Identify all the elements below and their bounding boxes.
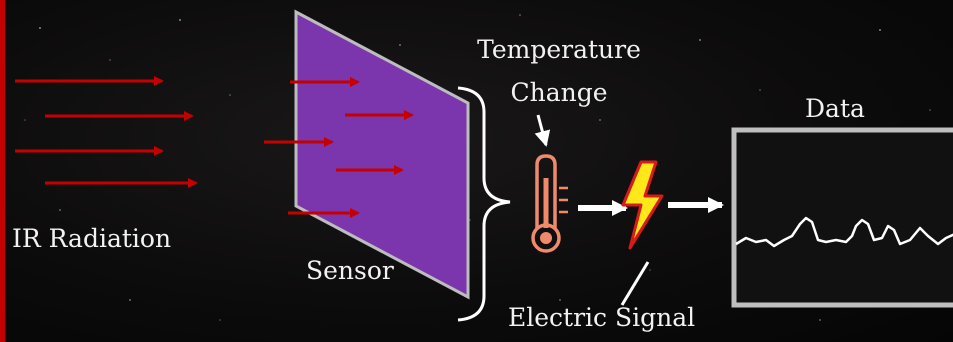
data-label: Data bbox=[805, 94, 865, 123]
sensor-arrows bbox=[264, 77, 414, 218]
lightning-bolt-icon bbox=[621, 160, 664, 250]
temperature-change-label-line1: Temperature bbox=[477, 35, 641, 64]
sensor-plate bbox=[294, 9, 470, 300]
data-monitor bbox=[731, 127, 953, 308]
electric-signal-pointer bbox=[620, 261, 650, 306]
temperature-change-label-line2: Change bbox=[510, 78, 608, 107]
signal-waveform bbox=[735, 216, 953, 248]
ir-radiation-arrows bbox=[15, 76, 198, 188]
thermometer-icon bbox=[531, 154, 568, 253]
left-accent-bar bbox=[0, 0, 5, 342]
temperature-pointer bbox=[534, 114, 551, 147]
electric-signal-label: Electric Signal bbox=[508, 303, 696, 332]
curly-brace bbox=[457, 86, 511, 322]
sensor-label: Sensor bbox=[306, 256, 394, 285]
starfield bbox=[24, 14, 931, 321]
ir-radiation-label: IR Radiation bbox=[12, 224, 172, 253]
